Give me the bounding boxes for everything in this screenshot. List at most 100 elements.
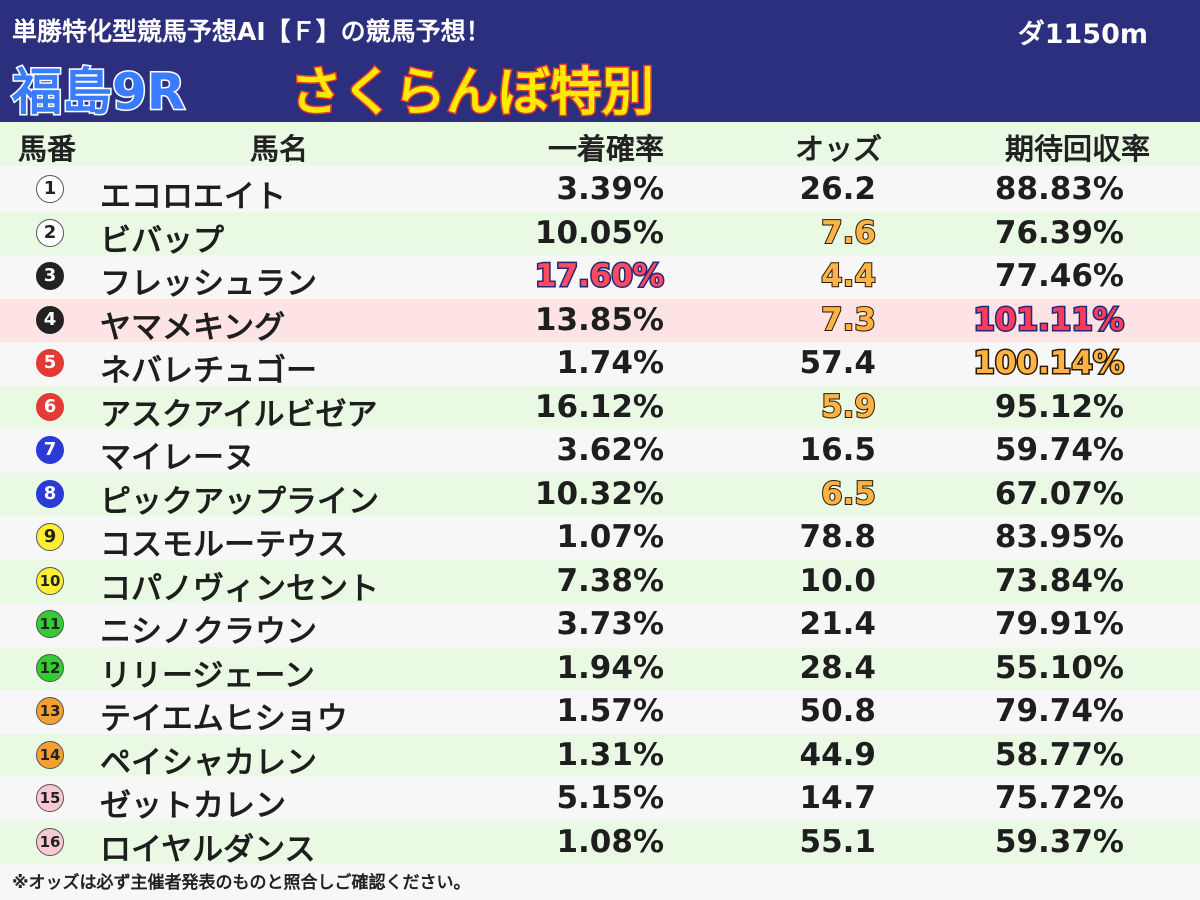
horse-name: ピックアップライン [100, 483, 379, 520]
column-header-name: 馬名 [250, 132, 309, 166]
win-probability: 1.08% [556, 823, 664, 860]
horse-number-badge: 15 [36, 784, 64, 812]
horse-number-badge: 5 [36, 349, 64, 377]
horse-number-badge: 11 [36, 610, 64, 638]
column-header-win-prob: 一着確率 [547, 132, 664, 166]
horse-name: リリージェーン [100, 657, 315, 694]
table-row: 8 ピックアップライン 10.32% 6.5 67.07% [0, 472, 1200, 520]
win-probability: 13.85% [534, 301, 664, 338]
horse-name: コパノヴィンセント [100, 570, 379, 607]
column-header-row: 馬番 馬名 一着確率 オッズ 期待回収率 [0, 122, 1200, 166]
expected-return: 75.72% [994, 780, 1124, 816]
win-probability: 7.38% [556, 562, 664, 599]
horse-name: ゼットカレン [100, 788, 286, 824]
expected-return: 73.84% [994, 562, 1124, 599]
horse-name: マイレーヌ [100, 440, 255, 476]
expected-return: 83.95% [994, 519, 1124, 555]
table-row: 16 ロイヤルダンス 1.08% 55.1 59.37% [0, 820, 1200, 868]
win-probability: 3.39% [556, 171, 664, 207]
horse-number-badge: 13 [36, 697, 64, 725]
horse-number-badge: 10 [36, 566, 64, 595]
expected-return: 77.46% [994, 258, 1124, 294]
header-banner: 単勝特化型競馬予想AI【Ｆ】の競馬予想！ ダ1150m 福島9R さくらんぼ特別 [0, 0, 1200, 125]
table-row: 7 マイレーヌ 3.62% 16.5 59.74% [0, 429, 1200, 476]
horse-name: ニシノクラウン [100, 614, 317, 650]
expected-return: 100.14% [972, 344, 1126, 383]
table-row: 5 ネバレチュゴー 1.74% 57.4 100.14% [0, 342, 1200, 389]
horse-name: テイエムヒショウ [100, 701, 348, 737]
odds-value: 7.6 [820, 214, 877, 252]
expected-return: 67.07% [994, 475, 1124, 512]
table-row: 4 ヤマメキング 13.85% 7.3 101.11% [0, 298, 1200, 346]
odds-value: 26.2 [799, 171, 877, 207]
horse-number-badge: 16 [36, 827, 64, 856]
table-row: 6 アスクアイルビゼア 16.12% 5.9 95.12% [0, 385, 1200, 433]
expected-return: 95.12% [994, 388, 1124, 425]
horse-name: ネバレチュゴー [100, 353, 317, 389]
win-probability: 1.94% [556, 649, 664, 686]
win-probability: 1.07% [556, 519, 664, 555]
header-subtitle: 単勝特化型競馬予想AI【Ｆ】の競馬予想！ [12, 17, 491, 46]
horse-number-badge: 6 [36, 392, 64, 421]
odds-value: 55.1 [799, 823, 877, 860]
column-header-expected-return: 期待回収率 [1004, 132, 1150, 166]
race-distance: ダ1150m [1017, 19, 1148, 50]
table-row: 3 フレッシュラン 17.60% 4.4 77.46% [0, 255, 1200, 302]
table-row: 14 ペイシャカレン 1.31% 44.9 58.77% [0, 733, 1200, 781]
table-row: 11 ニシノクラウン 3.73% 21.4 79.91% [0, 603, 1200, 650]
odds-value: 21.4 [799, 606, 877, 642]
column-header-number: 馬番 [18, 132, 77, 166]
horse-number-badge: 8 [36, 479, 64, 508]
horse-number-badge: 2 [36, 218, 64, 247]
horse-number-badge: 14 [36, 740, 64, 769]
horse-name: コスモルーテウス [100, 527, 348, 563]
odds-value: 7.3 [820, 301, 877, 339]
horse-number-badge: 12 [36, 653, 64, 682]
win-probability: 16.12% [534, 388, 664, 425]
horse-name: アスクアイルビゼア [100, 396, 378, 433]
horse-name: エコロエイト [100, 179, 286, 215]
odds-value: 14.7 [799, 780, 877, 816]
horse-name: ビバップ [100, 222, 224, 259]
horse-table: 1 エコロエイト 3.39% 26.2 88.83% 2 ビバップ 10.05%… [0, 168, 1200, 868]
odds-value: 10.0 [799, 562, 877, 599]
table-row: 10 コパノヴィンセント 7.38% 10.0 73.84% [0, 559, 1200, 607]
expected-return: 88.83% [994, 171, 1124, 207]
horse-number-badge: 3 [36, 262, 64, 290]
disclaimer-footnote: ※オッズは必ず主催者発表のものと照合しご確認ください。 [12, 873, 471, 893]
win-probability: 10.32% [534, 475, 664, 512]
horse-number-badge: 4 [36, 305, 64, 334]
table-row: 1 エコロエイト 3.39% 26.2 88.83% [0, 168, 1200, 215]
horse-number-badge: 7 [36, 436, 64, 464]
horse-name: ヤマメキング [100, 309, 286, 346]
win-probability: 1.74% [556, 345, 664, 381]
win-probability: 17.60% [533, 257, 665, 296]
table-row: 12 リリージェーン 1.94% 28.4 55.10% [0, 646, 1200, 694]
table-row: 15 ゼットカレン 5.15% 14.7 75.72% [0, 777, 1200, 824]
expected-return: 55.10% [994, 649, 1124, 686]
win-probability: 3.73% [556, 606, 664, 642]
horse-name: ペイシャカレン [100, 744, 317, 781]
expected-return: 79.74% [994, 693, 1124, 729]
odds-value: 28.4 [799, 649, 877, 686]
race-name: さくらんぼ特別 [288, 62, 655, 125]
expected-return: 59.74% [994, 432, 1124, 468]
table-row: 13 テイエムヒショウ 1.57% 50.8 79.74% [0, 690, 1200, 737]
horse-number-badge: 9 [36, 523, 64, 551]
odds-value: 78.8 [799, 519, 877, 555]
win-probability: 1.57% [556, 693, 664, 729]
table-row: 9 コスモルーテウス 1.07% 78.8 83.95% [0, 516, 1200, 563]
horse-name: フレッシュラン [100, 266, 317, 302]
odds-value: 6.5 [820, 475, 877, 513]
odds-value: 50.8 [799, 693, 877, 729]
expected-return: 79.91% [994, 606, 1124, 642]
table-row: 2 ビバップ 10.05% 7.6 76.39% [0, 211, 1200, 259]
win-probability: 1.31% [556, 736, 664, 773]
odds-value: 5.9 [820, 388, 877, 426]
expected-return: 58.77% [994, 736, 1124, 773]
horse-name: ロイヤルダンス [100, 831, 316, 868]
horse-number-badge: 1 [36, 175, 64, 203]
win-probability: 5.15% [556, 780, 664, 816]
odds-value: 44.9 [799, 736, 877, 773]
win-probability: 10.05% [534, 214, 664, 251]
